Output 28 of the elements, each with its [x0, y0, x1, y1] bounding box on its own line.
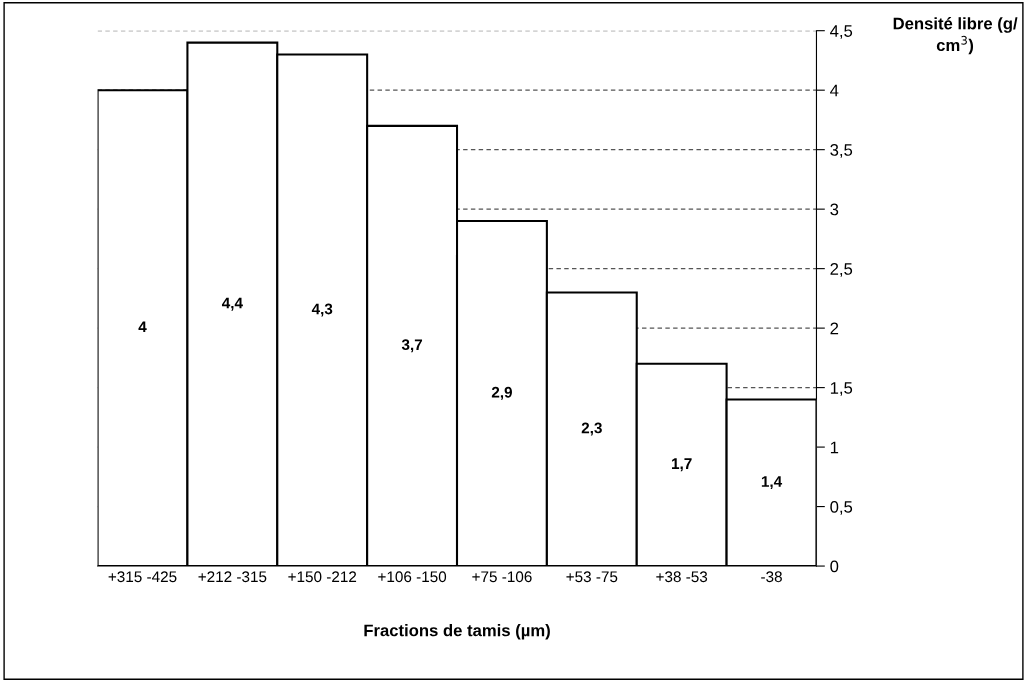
- x-tick-label: +150 -212: [288, 571, 357, 583]
- y-tick-label: 4: [830, 84, 839, 97]
- x-tick-label: +53 -75: [566, 571, 618, 583]
- y-tick-label: 3: [830, 203, 839, 216]
- x-tick-label: +212 -315: [198, 571, 267, 583]
- data-label: 3,7: [401, 339, 423, 353]
- x-tick-label: -38: [761, 571, 782, 583]
- y-tick-label: 3,5: [830, 144, 853, 158]
- y-tick-label: 1: [830, 441, 839, 454]
- data-label: 4,4: [221, 297, 243, 311]
- data-label: 4,3: [311, 303, 333, 317]
- x-axis-title: Fractions de tamis (µm): [364, 624, 550, 640]
- data-label: 1,7: [672, 458, 692, 472]
- data-label: 4: [138, 321, 147, 333]
- y-tick-label: 4,5: [830, 25, 853, 39]
- x-tick-label: +315 -425: [108, 571, 177, 583]
- data-label: 2,3: [581, 422, 602, 436]
- y-axis-title: Densité libre (g/ cm$^{3}$): [893, 17, 1018, 55]
- y-tick-label: 0,5: [830, 500, 853, 515]
- x-tick-label: +106 -150: [378, 571, 447, 583]
- y-tick-label: 2,5: [830, 263, 853, 277]
- y-tick-label: 0: [830, 560, 839, 573]
- data-label: 1,4: [761, 476, 783, 490]
- y-tick-label: 2: [830, 322, 839, 335]
- x-tick-label: +75 -106: [472, 571, 532, 583]
- data-label: 2,9: [491, 386, 512, 400]
- x-tick-label: +38 -53: [656, 571, 708, 583]
- y-tick-label: 1,5: [830, 382, 853, 396]
